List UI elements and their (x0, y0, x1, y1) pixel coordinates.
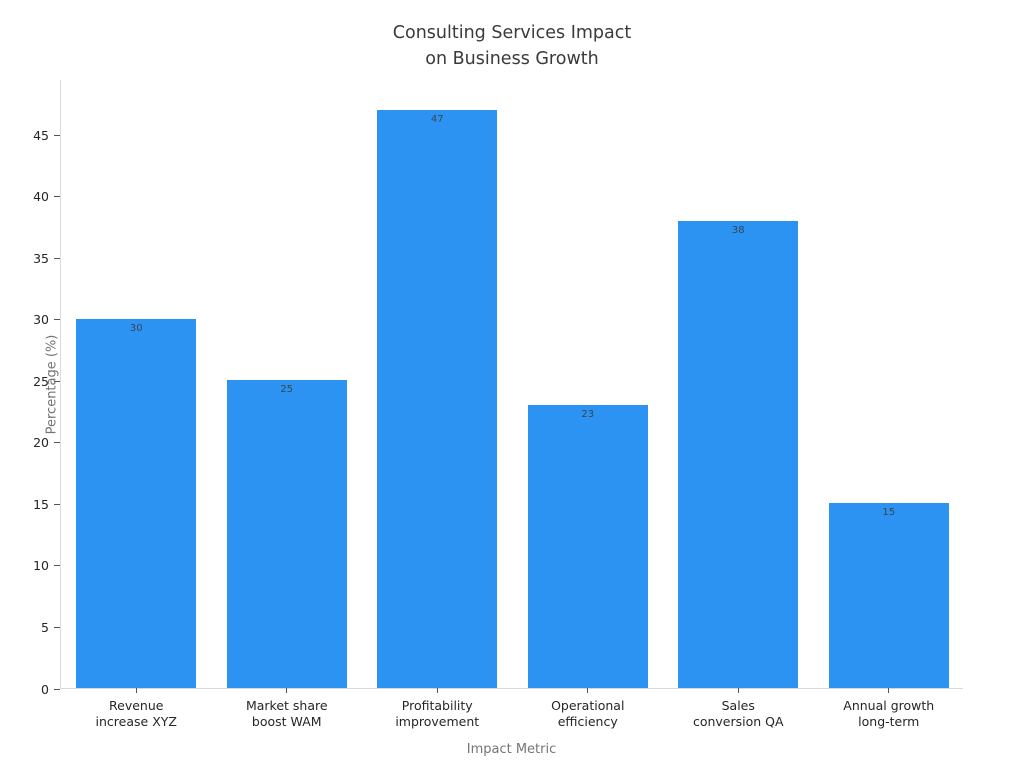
x-axis-label: Impact Metric (466, 742, 557, 757)
y-tick-mark (54, 503, 60, 505)
x-tick-label: Annual growth long-term (843, 698, 935, 729)
bar-value-label: 47 (430, 113, 444, 125)
x-tick-label: Operational efficiency (551, 698, 625, 729)
bar: 47 (377, 109, 498, 688)
x-tick-mark (135, 688, 137, 693)
y-tick-mark (54, 380, 60, 382)
bar: 15 (828, 503, 949, 688)
y-tick-mark (54, 319, 60, 321)
bar-value-label: 30 (129, 322, 143, 334)
y-tick-mark (54, 626, 60, 628)
y-tick-mark (54, 688, 60, 690)
x-tick-mark (436, 688, 438, 693)
x-tick-label: Market share boost WAM (245, 698, 328, 729)
y-tick-mark (54, 565, 60, 567)
bar-value-label: 38 (731, 224, 745, 236)
bar-value-label: 25 (280, 384, 294, 396)
bar: 38 (678, 220, 799, 688)
x-tick-label: Profitability improvement (395, 698, 480, 729)
y-tick-label: 10 (33, 558, 49, 574)
x-tick-mark (587, 688, 589, 693)
x-tick-label: Revenue increase XYZ (95, 698, 177, 729)
y-tick-label: 15 (33, 496, 49, 512)
bar-value-label: 23 (581, 409, 595, 421)
y-tick-label: 25 (33, 373, 49, 389)
y-tick-mark (54, 257, 60, 259)
x-tick-mark (286, 688, 288, 693)
y-tick-mark (54, 442, 60, 444)
y-tick-label: 30 (33, 312, 49, 328)
x-tick-mark (737, 688, 739, 693)
y-tick-mark (54, 196, 60, 198)
y-tick-label: 0 (41, 681, 49, 697)
plot-area: 0 5 10 15 20 25 30 35 40 45 30 Revenue increase XYZ… (33, 80, 963, 729)
chart-title: Consulting Services Impact on Business G… (392, 23, 632, 69)
y-tick-mark (54, 134, 60, 136)
bar: 30 (76, 318, 197, 688)
y-tick-label: 40 (33, 189, 49, 205)
bar-value-label: 15 (882, 507, 896, 519)
bar: 23 (527, 405, 648, 688)
bar: 25 (226, 380, 347, 688)
x-tick-label: Sales conversion QA (692, 698, 784, 729)
y-tick-label: 35 (33, 250, 49, 266)
y-tick-label: 5 (41, 619, 49, 635)
y-tick-label: 20 (33, 435, 49, 451)
y-tick-label: 45 (33, 127, 49, 143)
x-tick-mark (888, 688, 890, 693)
